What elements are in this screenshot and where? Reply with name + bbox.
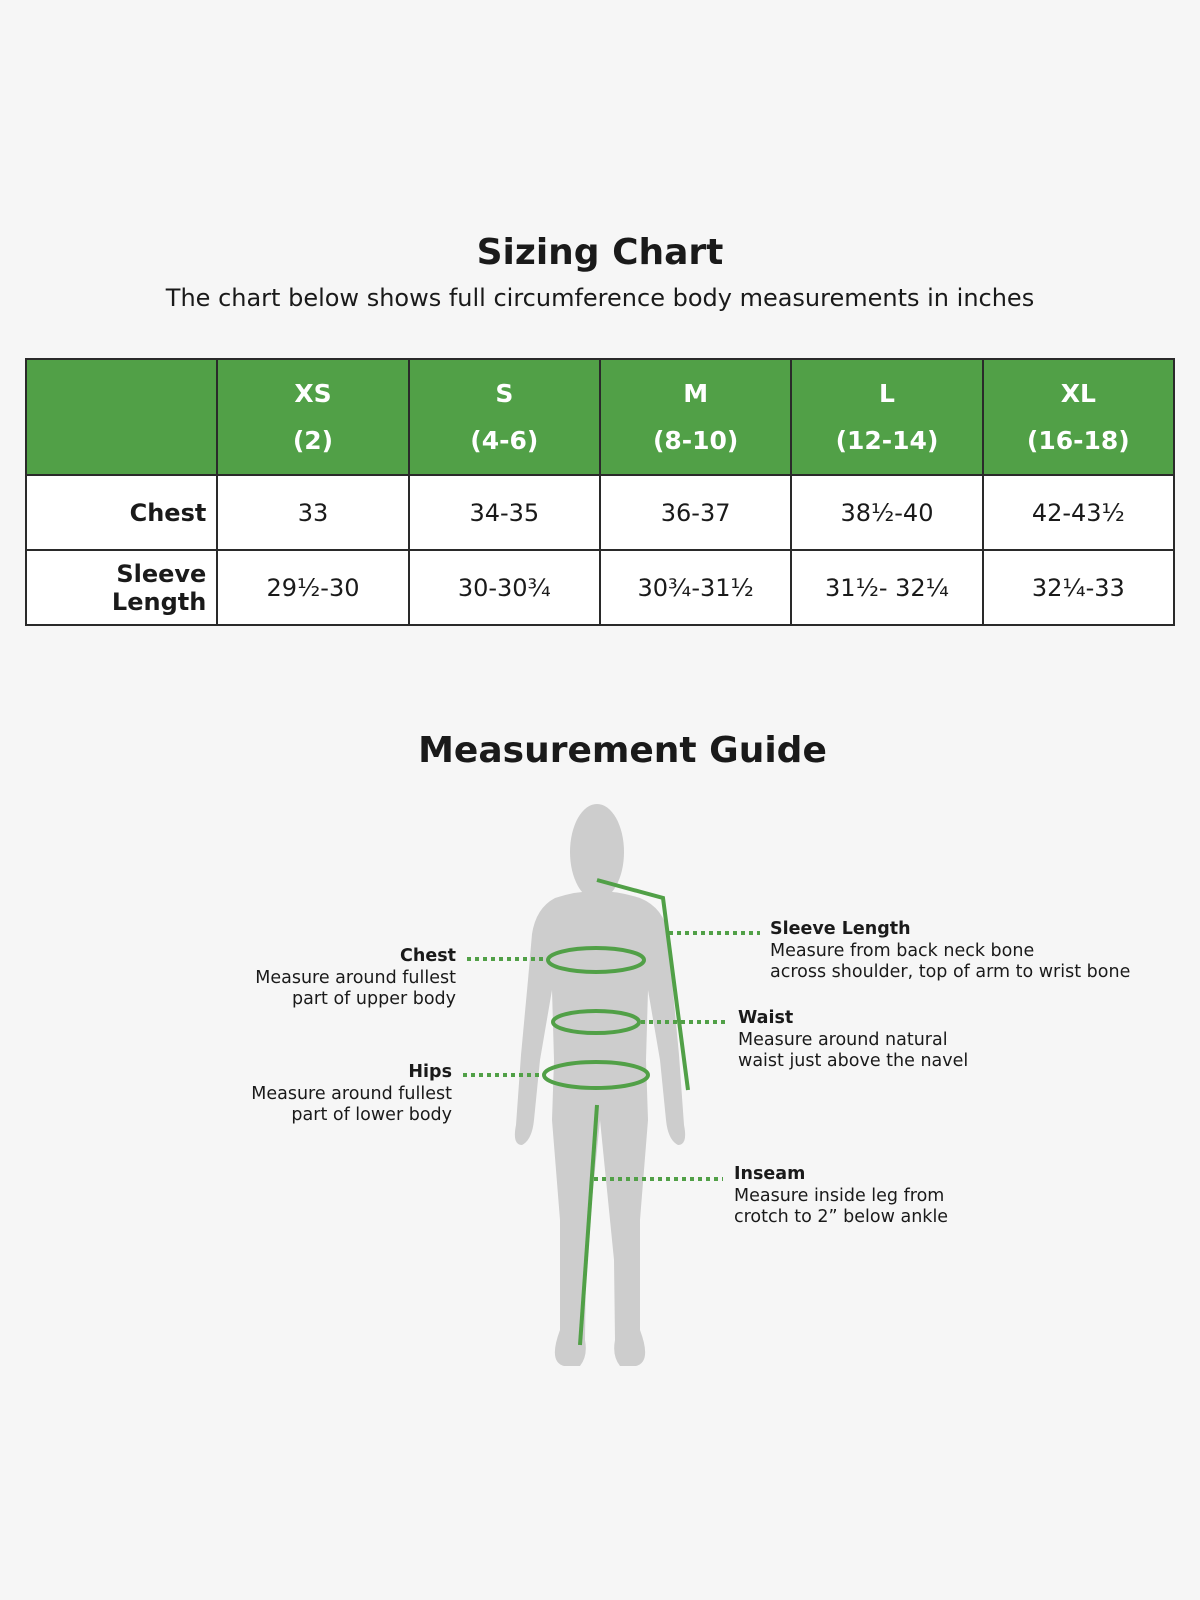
sleeve-guide-label: Sleeve Length Measure from back neck bon… <box>770 919 1130 984</box>
sleeve-guide-desc-2: across shoulder, top of arm to wrist bon… <box>770 962 1131 982</box>
size-range: (8-10) <box>652 426 739 455</box>
human-body-silhouette-icon <box>514 804 686 1366</box>
hips-guide-label: Hips Measure around fullest part of lowe… <box>251 1062 452 1127</box>
size-table: XS (2) S (4-6) M (8-10) L (12-14) XL (16-18) … <box>24 358 1176 626</box>
sleeve-value-m: 30¾-31½ <box>598 549 793 626</box>
chest-value-xs: 33 <box>216 474 410 551</box>
sleeve-guide-desc-1: Measure from back neck bone <box>770 940 1035 961</box>
row-label-chest: Chest <box>24 474 219 551</box>
size-range: (16-18) <box>1026 426 1130 455</box>
sizing-chart-subtitle: The chart below shows full circumference… <box>165 284 1035 312</box>
sleeve-value-xs: 29½-30 <box>216 549 410 626</box>
sleeve-measure-line <box>596 878 690 1091</box>
sleeve-guide-title: Sleeve Length <box>770 919 911 939</box>
size-range: (4-6) <box>470 426 539 455</box>
sleeve-value-l: 31½- 32¼ <box>790 549 984 626</box>
size-label: S <box>495 379 514 408</box>
chest-guide-desc-1: Measure around fullest <box>255 967 456 988</box>
waist-guide-label: Waist Measure around natural waist just … <box>738 1008 968 1073</box>
chest-value-l: 38½-40 <box>790 474 984 551</box>
sleeve-value-s: 30-30¾ <box>407 549 601 626</box>
size-header-xl: XL (16-18) <box>981 358 1176 476</box>
waist-guide-title: Waist <box>738 1008 794 1028</box>
header-corner-cell <box>24 358 219 476</box>
size-label: L <box>879 379 895 408</box>
sleeve-value-xl: 32¼-33 <box>981 549 1176 626</box>
measurement-lines <box>463 878 760 1346</box>
chest-value-xl: 42-43½ <box>981 474 1176 551</box>
inseam-guide-title: Inseam <box>734 1164 806 1184</box>
chest-guide-label: Chest Measure around fullest part of upp… <box>255 946 456 1011</box>
hips-guide-desc-1: Measure around fullest <box>251 1083 452 1104</box>
measurement-guide-title: Measurement Guide <box>418 730 827 771</box>
inseam-measure-line <box>578 1104 599 1346</box>
hips-guide-title: Hips <box>408 1062 452 1082</box>
size-label: M <box>683 379 709 408</box>
chest-value-m: 36-37 <box>598 474 793 551</box>
size-range: (12-14) <box>835 426 939 455</box>
waist-measure-ring <box>551 1009 641 1035</box>
size-label: XS <box>294 379 332 408</box>
chest-guide-desc-2: part of upper body <box>292 989 456 1009</box>
sizing-chart-title: Sizing Chart <box>476 232 724 273</box>
inseam-guide-desc-1: Measure inside leg from <box>734 1185 945 1206</box>
row-label-sleeve-length: Sleeve Length <box>24 549 219 626</box>
waist-guide-desc-1: Measure around natural <box>738 1029 948 1050</box>
size-header-m: M (8-10) <box>598 358 793 476</box>
chest-guide-title: Chest <box>400 946 456 966</box>
size-header-l: L (12-14) <box>790 358 984 476</box>
size-header-row: XS (2) S (4-6) M (8-10) L (12-14) XL (16-18) <box>24 358 1176 476</box>
sleeve-row: Sleeve Length 29½-30 30-30¾ 30¾-31½ 31½-… <box>24 549 1176 626</box>
chest-row: Chest 33 34-35 36-37 38½-40 42-43½ <box>24 474 1176 551</box>
size-range: (2) <box>292 426 334 455</box>
size-header-s: S (4-6) <box>407 358 601 476</box>
hips-guide-desc-2: part of lower body <box>291 1105 452 1125</box>
inseam-guide-label: Inseam Measure inside leg from crotch to… <box>734 1164 948 1229</box>
chest-value-s: 34-35 <box>407 474 601 551</box>
size-header-xs: XS (2) <box>216 358 410 476</box>
size-label: XL <box>1060 379 1096 408</box>
inseam-guide-desc-2: crotch to 2” below ankle <box>734 1207 949 1227</box>
waist-guide-desc-2: waist just above the navel <box>738 1051 969 1071</box>
